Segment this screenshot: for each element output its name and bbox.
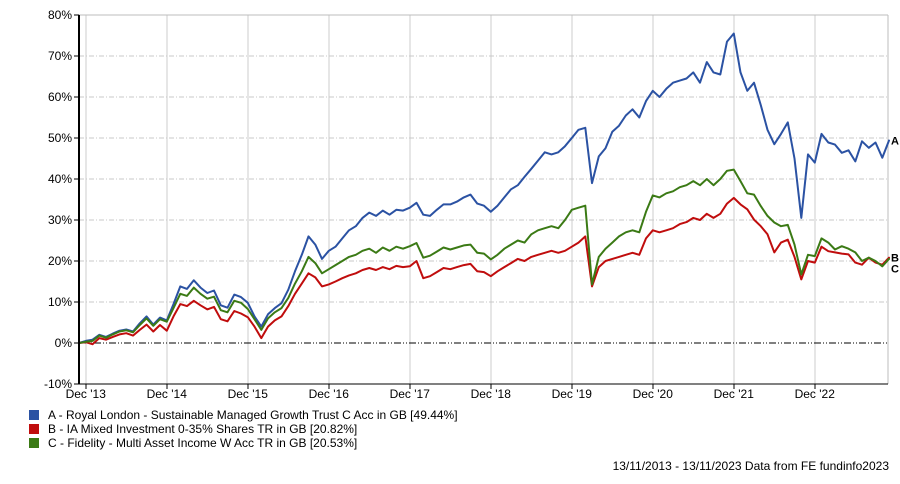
legend-item-b: B - IA Mixed Investment 0-35% Shares TR … bbox=[29, 422, 458, 436]
series-line-c bbox=[78, 168, 890, 344]
date-range-source-text: 13/11/2013 - 13/11/2023 Data from FE fun… bbox=[612, 459, 889, 473]
legend-swatch-a bbox=[29, 410, 39, 420]
series-line-b bbox=[78, 196, 890, 346]
y-tick-label: 20% bbox=[48, 254, 72, 268]
y-tick-label: 40% bbox=[48, 172, 72, 186]
y-tick-label: 30% bbox=[48, 213, 72, 227]
series-end-label-c: C bbox=[891, 264, 899, 276]
y-tick-label: 10% bbox=[48, 295, 72, 309]
legend-swatch-b bbox=[29, 424, 39, 434]
x-tick-label: Dec '21 bbox=[714, 387, 755, 401]
y-tick-label: 0% bbox=[55, 336, 73, 350]
y-tick-label: 50% bbox=[48, 131, 72, 145]
x-tick-label: Dec '16 bbox=[309, 387, 350, 401]
legend-label-b: B - IA Mixed Investment 0-35% Shares TR … bbox=[48, 422, 358, 436]
legend-label-c: C - Fidelity - Multi Asset Income W Acc … bbox=[48, 436, 358, 450]
legend-label-a: A - Royal London - Sustainable Managed G… bbox=[48, 408, 458, 422]
y-tick-label: 70% bbox=[48, 49, 72, 63]
legend-swatch-c bbox=[29, 438, 39, 448]
x-tick-label: Dec '19 bbox=[552, 387, 593, 401]
legend-item-a: A - Royal London - Sustainable Managed G… bbox=[29, 408, 458, 422]
series-line-a bbox=[78, 32, 890, 344]
x-tick-label: Dec '18 bbox=[471, 387, 512, 401]
legend-item-c: C - Fidelity - Multi Asset Income W Acc … bbox=[29, 436, 458, 450]
x-tick-label: Dec '13 bbox=[66, 387, 107, 401]
series-end-label-b: B bbox=[891, 253, 899, 265]
series-end-label-a: A bbox=[891, 135, 899, 147]
x-tick-label: Dec '14 bbox=[147, 387, 188, 401]
y-tick-label: -10% bbox=[44, 377, 72, 391]
x-tick-label: Dec '15 bbox=[228, 387, 269, 401]
x-tick-label: Dec '20 bbox=[633, 387, 674, 401]
x-tick-label: Dec '17 bbox=[390, 387, 431, 401]
chart-legend: A - Royal London - Sustainable Managed G… bbox=[29, 408, 458, 450]
x-tick-label: Dec '22 bbox=[795, 387, 836, 401]
y-tick-label: 60% bbox=[48, 90, 72, 104]
y-tick-label: 80% bbox=[48, 8, 72, 22]
